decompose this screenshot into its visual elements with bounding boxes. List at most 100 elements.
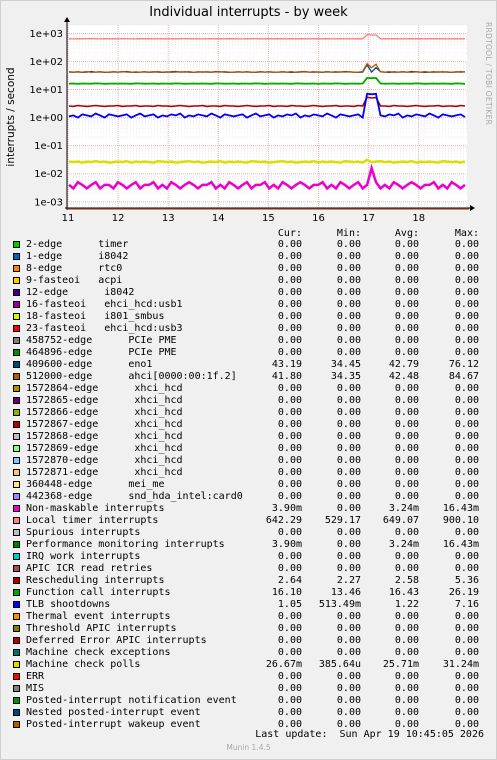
legend-cur-value: 0.00 (277, 683, 302, 694)
legend-min-value: 0.00 (336, 275, 361, 286)
legend-min-value: 0.00 (336, 287, 361, 298)
legend-avg-value: 2.58 (394, 575, 419, 586)
legend-min-value: 2.27 (336, 575, 361, 586)
legend-row: 1572867-edge xhci_hcd 0.00 0.00 0.00 0.00 (11, 419, 486, 431)
legend-max-value: 0.00 (454, 287, 479, 298)
legend-row: TLB shootdowns 1.05 513.49m 1.22 7.16 (11, 599, 486, 611)
legend-min-value: 0.00 (336, 263, 361, 274)
legend-max-value: 0.00 (454, 491, 479, 502)
legend-max-value: 0.00 (454, 299, 479, 310)
legend-cur-value: 0.00 (277, 275, 302, 286)
legend-max-value: 0.00 (454, 347, 479, 358)
legend-max-value: 0.00 (454, 275, 479, 286)
legend-max-value: 0.00 (454, 647, 479, 658)
legend-swatch (13, 277, 20, 284)
legend-series-name: 1572868-edge xhci_hcd (26, 431, 183, 442)
series-line (68, 34, 465, 40)
legend-row: Thermal event interrupts 0.00 0.00 0.00 0.00 (11, 611, 486, 623)
legend-avg-value: 3.24m (388, 539, 419, 550)
legend-cur-value: 0.00 (277, 671, 302, 682)
legend-swatch (13, 445, 20, 452)
legend-min-value: 0.00 (336, 335, 361, 346)
legend-row: ERR 0.00 0.00 0.00 0.00 (11, 671, 486, 683)
legend-max-value: 16.43m (442, 539, 479, 550)
series-line (68, 92, 466, 120)
legend-row: Machine check exceptions 0.00 0.00 0.00 0.00 (11, 647, 486, 659)
legend-series-name: 2-edge timer (26, 239, 129, 250)
legend-series-name: Local timer interrupts (26, 515, 159, 526)
legend-row: IRQ work interrupts 0.00 0.00 0.00 0.00 (11, 551, 486, 563)
legend-row: 409600-edge eno1 43.19 34.45 42.79 76.12 (11, 359, 486, 371)
legend-min-value: 0.00 (336, 251, 361, 262)
legend-avg-value: 0.00 (394, 335, 419, 346)
legend-cur-value: 0.00 (277, 299, 302, 310)
legend-swatch (13, 661, 20, 668)
legend-min-value: 0.00 (336, 467, 361, 478)
legend-swatch (13, 625, 20, 632)
legend-max-value: 0.00 (454, 383, 479, 394)
legend-max-value: 0.00 (454, 239, 479, 250)
legend-row: 1572865-edge xhci_hcd 0.00 0.00 0.00 0.00 (11, 395, 486, 407)
legend-series-name: 1572869-edge xhci_hcd (26, 443, 183, 454)
legend-cur-value: 26.67m (265, 659, 302, 670)
legend-max-value: 0.00 (454, 431, 479, 442)
legend-row: 2-edge timer 0.00 0.00 0.00 0.00 (11, 239, 486, 251)
legend-cur-value: 0.00 (277, 563, 302, 574)
legend-min-value: 0.00 (336, 347, 361, 358)
legend-max-value: 0.00 (454, 611, 479, 622)
legend-avg-value: 0.00 (394, 287, 419, 298)
legend-avg-value: 0.00 (394, 695, 419, 706)
legend-row: Deferred Error APIC interrupts 0.00 0.00 0.… (11, 635, 486, 647)
legend-max-value: 0.00 (454, 443, 479, 454)
legend-swatch (13, 553, 20, 560)
x-tick-label: 15 (262, 213, 275, 224)
chart-title: Individual interrupts - by week (149, 5, 348, 20)
legend-max-value: 0.00 (454, 551, 479, 562)
legend-max-value: 0.00 (454, 311, 479, 322)
legend-avg-value: 0.00 (394, 347, 419, 358)
legend-cur-value: 0.00 (277, 479, 302, 490)
series-line (68, 62, 466, 74)
legend-series-name: Non-maskable interrupts (26, 503, 165, 514)
legend-avg-value: 0.00 (394, 491, 419, 502)
legend-series-name: 1572864-edge xhci_hcd (26, 383, 183, 394)
legend-max-value: 900.10 (442, 515, 479, 526)
legend-cur-value: 0.00 (277, 323, 302, 334)
legend-max-value: 7.16 (454, 599, 479, 610)
legend-cur-value: 0.00 (277, 443, 302, 454)
legend-swatch (13, 253, 20, 260)
legend-avg-value: 0.00 (394, 455, 419, 466)
legend-series-name: Deferred Error APIC interrupts (26, 635, 207, 646)
legend-min-value: 0.00 (336, 491, 361, 502)
legend-series-name: 442368-edge snd_hda_intel:card0 (26, 491, 243, 502)
legend-min-value: 0.00 (336, 551, 361, 562)
legend-min-value: 0.00 (336, 671, 361, 682)
legend-cur-value: 0.00 (277, 623, 302, 634)
legend-row: 1572870-edge xhci_hcd 0.00 0.00 0.00 0.00 (11, 455, 486, 467)
legend-min-value: 529.17 (324, 515, 361, 526)
legend-row: 8-edge rtc0 0.00 0.00 0.00 0.00 (11, 263, 486, 275)
legend-series-name: MIS (26, 683, 45, 694)
legend-cur-value: 0.00 (277, 635, 302, 646)
legend-max-value: 0.00 (454, 263, 479, 274)
legend-max-value: 0.00 (454, 671, 479, 682)
legend-row: Rescheduling interrupts 2.64 2.27 2.58 5.36 (11, 575, 486, 587)
legend-row: 1572866-edge xhci_hcd 0.00 0.00 0.00 0.00 (11, 407, 486, 419)
legend-avg-value: 0.00 (394, 623, 419, 634)
legend-series-name: Function call interrupts (26, 587, 171, 598)
legend-series-name: 458752-edge PCIe PME (26, 335, 177, 346)
legend-row: 9-fasteoi acpi 0.00 0.00 0.00 0.00 (11, 275, 486, 287)
legend-row: Non-maskable interrupts 3.90m 0.00 3.24m 16.… (11, 503, 486, 515)
legend-swatch (13, 469, 20, 476)
header-cur: Cur: (277, 228, 302, 239)
legend-swatch (13, 301, 20, 308)
legend-min-value: 0.00 (336, 683, 361, 694)
legend-cur-value: 0.00 (277, 407, 302, 418)
legend-max-value: 0.00 (454, 635, 479, 646)
legend-row: 458752-edge PCIe PME 0.00 0.00 0.00 0.00 (11, 335, 486, 347)
legend-swatch (13, 673, 20, 680)
legend-max-value: 26.19 (448, 587, 479, 598)
legend-table: Cur: Min: Avg: Max: 2-edge timer 0.00 0.00… (11, 228, 486, 731)
legend-avg-value: 16.43 (388, 587, 419, 598)
legend-swatch (13, 241, 20, 248)
